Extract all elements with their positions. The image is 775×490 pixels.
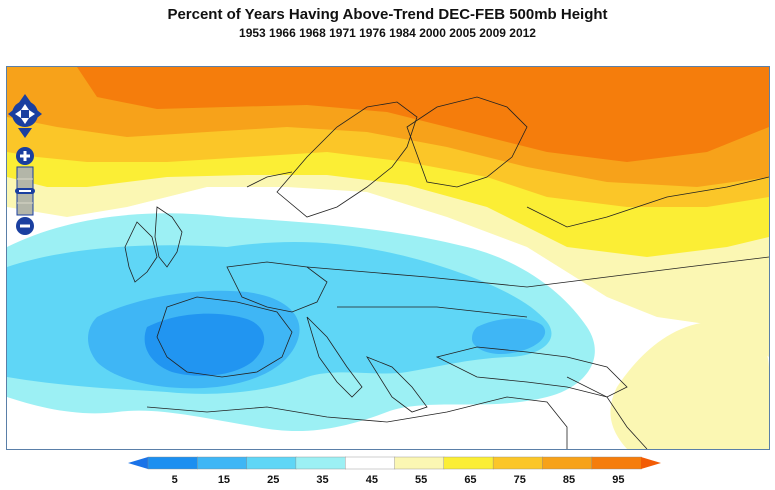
legend-tick-label: 75 bbox=[513, 474, 526, 486]
legend-tick-label: 65 bbox=[464, 474, 477, 486]
zoom-in-icon[interactable] bbox=[16, 147, 34, 165]
map-navigation bbox=[8, 92, 42, 242]
contour-55-65-southeast bbox=[610, 321, 769, 449]
contour-95-plus bbox=[77, 67, 769, 162]
contour-5-15 bbox=[144, 313, 265, 376]
legend-swatch bbox=[443, 456, 494, 470]
legend-tick-label: 25 bbox=[267, 474, 280, 486]
pan-left-button[interactable] bbox=[8, 107, 17, 121]
legend-swatch bbox=[295, 456, 346, 470]
legend-swatch bbox=[246, 456, 297, 470]
pan-control[interactable] bbox=[12, 101, 38, 127]
page-title: Percent of Years Having Above-Trend DEC-… bbox=[167, 6, 608, 23]
pan-arrows-icon[interactable] bbox=[8, 94, 42, 138]
pan-up-button[interactable] bbox=[18, 94, 32, 104]
legend-tick-label: 95 bbox=[612, 474, 625, 486]
legend-low-arrow bbox=[128, 457, 148, 469]
legend-swatch bbox=[344, 456, 396, 470]
map-viewport[interactable] bbox=[6, 66, 770, 450]
legend-colorbar bbox=[128, 456, 661, 470]
legend-swatch bbox=[542, 456, 593, 470]
legend-tick-label: 5 bbox=[171, 474, 178, 486]
pan-right-button[interactable] bbox=[33, 107, 42, 121]
color-legend: 5 15 25 35 45 55 65 75 85 95 bbox=[128, 455, 661, 487]
map-canvas bbox=[7, 67, 769, 449]
contour-15-25-east bbox=[472, 318, 546, 355]
legend-swatch bbox=[492, 456, 544, 470]
legend-tick-label: 35 bbox=[316, 474, 329, 486]
legend-tick-label: 15 bbox=[217, 474, 231, 486]
legend-tick-label: 55 bbox=[415, 474, 428, 486]
legend-tick-label: 45 bbox=[365, 474, 378, 486]
legend-swatch bbox=[394, 456, 445, 470]
coastlines bbox=[124, 96, 769, 449]
legend-swatch bbox=[147, 456, 198, 470]
legend-swatch bbox=[591, 456, 642, 470]
page-subtitle: 1953 1966 1968 1971 1976 1984 2000 2005 … bbox=[239, 26, 536, 40]
zoom-out-icon[interactable] bbox=[16, 217, 34, 235]
pan-down-button[interactable] bbox=[18, 128, 32, 138]
legend-tick-label: 85 bbox=[562, 474, 576, 486]
legend-high-arrow bbox=[641, 457, 661, 469]
legend-swatch bbox=[197, 456, 248, 470]
